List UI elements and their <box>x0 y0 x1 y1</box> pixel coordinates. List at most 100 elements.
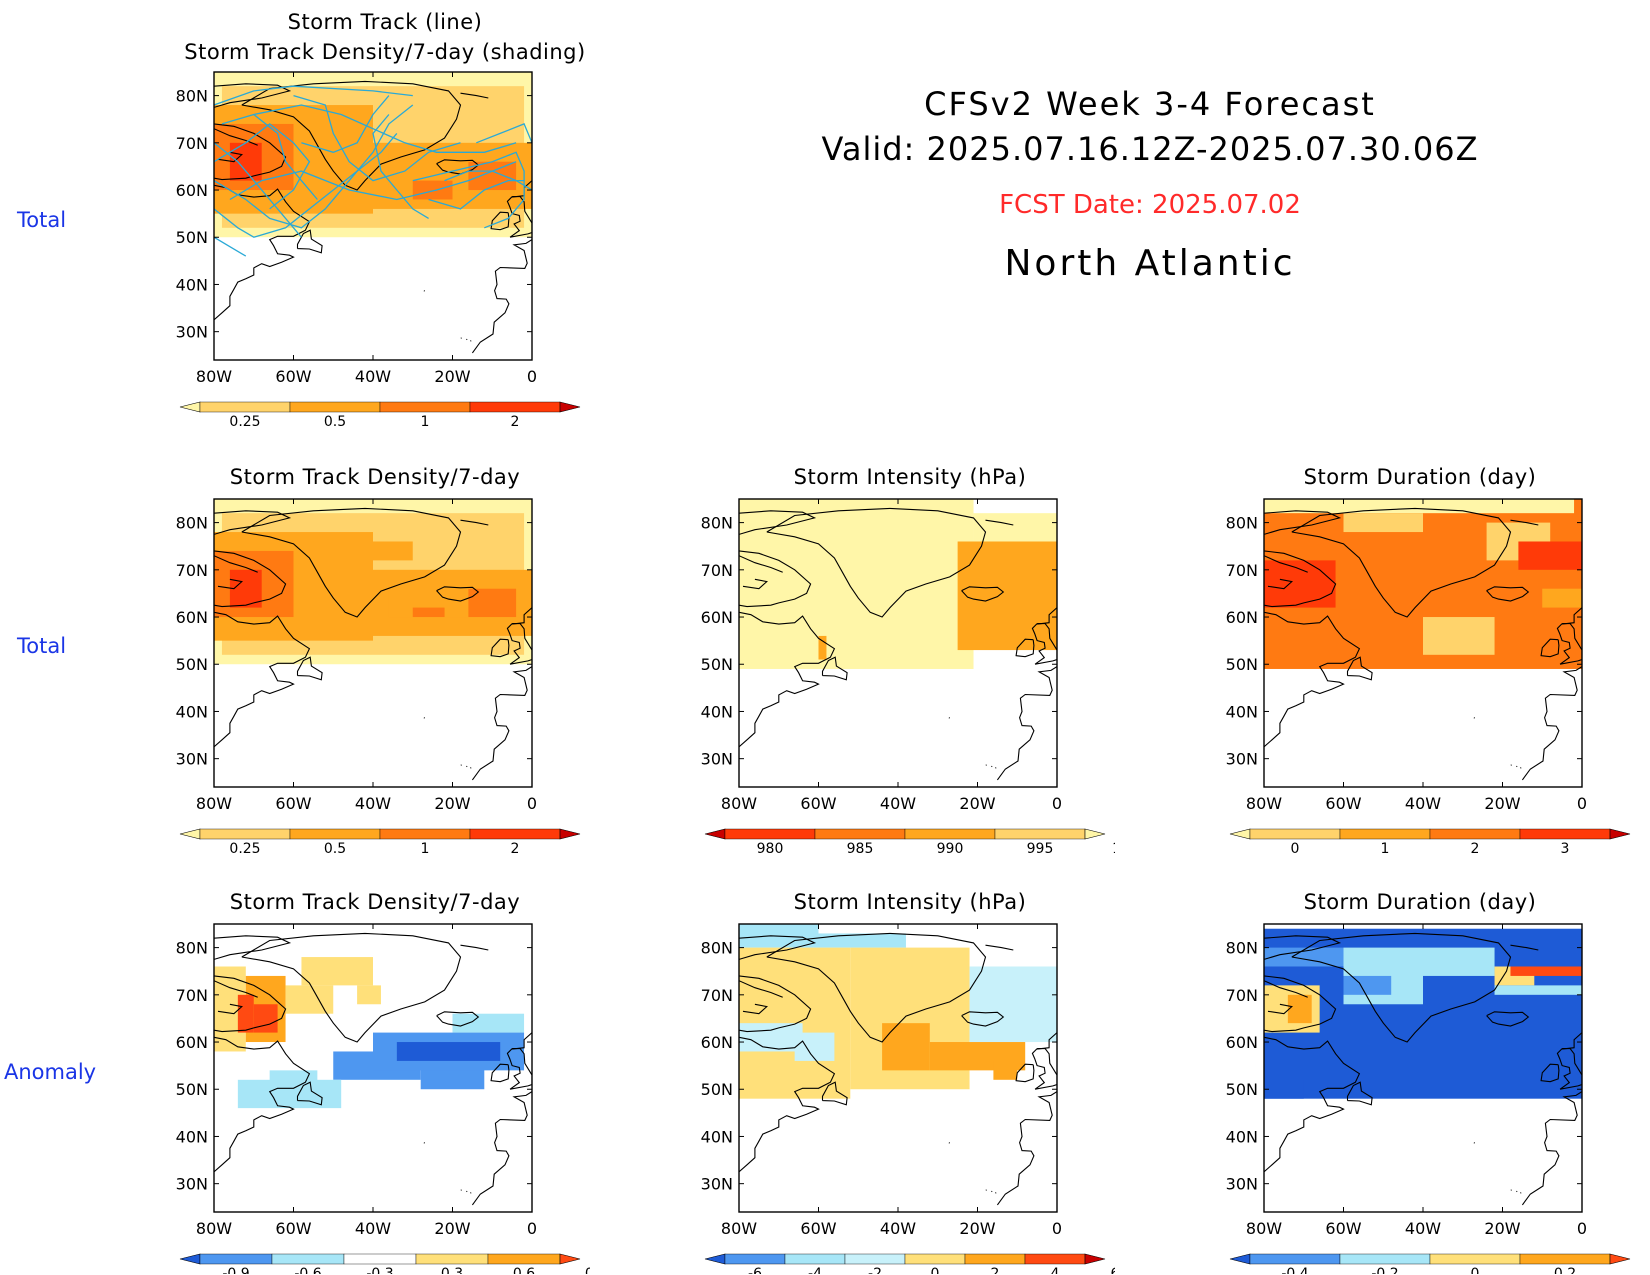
lon-tick-label: 20W <box>959 794 995 813</box>
colorbar-tick-label: 0.6 <box>513 1266 535 1274</box>
coastline <box>1015 1063 1035 1083</box>
storm-track-line <box>221 104 517 153</box>
colorbar-tick-label: 2 <box>1471 841 1480 857</box>
shade-cell <box>468 588 517 618</box>
coastline <box>217 578 243 590</box>
colorbar-segment <box>415 1253 489 1265</box>
coastline <box>991 765 993 768</box>
coastline <box>214 128 258 146</box>
coastline <box>470 340 472 342</box>
coastline <box>214 83 292 108</box>
colorbar-end <box>559 828 581 840</box>
shade-cell <box>412 180 453 200</box>
coastline <box>214 510 292 535</box>
coastline <box>1516 1190 1518 1193</box>
colorbar-segment <box>1429 828 1521 840</box>
coastline <box>436 586 480 602</box>
colorbar-segment <box>1519 1253 1611 1265</box>
colorbar-segment <box>1339 1253 1431 1265</box>
colorbar-segment <box>964 1253 1026 1265</box>
coastline <box>1264 975 1337 1033</box>
lat-tick-label: 70N <box>1226 986 1258 1005</box>
storm-track-line <box>214 123 311 210</box>
coastline <box>991 1190 993 1193</box>
lon-tick-label: 60W <box>275 794 311 813</box>
lon-tick-label: 40W <box>880 794 916 813</box>
storm-track-line <box>214 236 247 257</box>
colorbar-segment <box>379 401 471 413</box>
coastline <box>1486 1011 1530 1027</box>
coastline <box>996 1091 1057 1206</box>
lon-tick-label: 0 <box>1577 1219 1587 1238</box>
coastline <box>1346 1081 1373 1106</box>
coastline <box>1264 555 1308 573</box>
colorbar-end <box>1609 1253 1631 1265</box>
lat-tick-label: 80N <box>176 514 208 533</box>
coastline <box>985 764 987 766</box>
coastline <box>1264 550 1337 608</box>
shade-cell <box>1264 499 1575 514</box>
coastline <box>739 975 812 1033</box>
storm-track-line <box>214 104 414 229</box>
lon-tick-label: 60W <box>800 1219 836 1238</box>
colorbar-segment <box>199 401 291 413</box>
coastline <box>217 151 243 163</box>
lon-tick-label: 60W <box>275 367 311 386</box>
lat-tick-label: 70N <box>1226 561 1258 580</box>
colorbar-tick-label: 1 <box>421 841 430 857</box>
colorbar-tick-label: 0 <box>931 1266 940 1274</box>
lon-tick-label: 80W <box>196 1219 232 1238</box>
colorbar-end <box>1609 828 1631 840</box>
lon-tick-label: 20W <box>434 794 470 813</box>
storm-track-line <box>372 114 429 219</box>
colorbar-tick-label: 0 <box>1471 1266 1480 1274</box>
coastline <box>995 767 997 769</box>
lat-tick-label: 60N <box>176 1033 208 1052</box>
shade-cell <box>739 1023 803 1052</box>
lat-tick-label: 70N <box>701 986 733 1005</box>
colorbar-tick-label: 6 <box>1111 1266 1115 1274</box>
coastline <box>296 229 323 254</box>
colorbar-segment <box>1429 1253 1521 1265</box>
coastline <box>1521 666 1582 781</box>
storm-track-line <box>301 95 390 153</box>
colorbar-tick-label: 1 <box>1381 841 1390 857</box>
shade-cell <box>357 985 381 1005</box>
coastline <box>948 1142 950 1144</box>
coastline <box>460 944 489 951</box>
coastline <box>1015 638 1035 658</box>
lat-tick-label: 30N <box>176 750 208 769</box>
panel-title-intensity-total: Storm Intensity (hPa) <box>793 465 1027 489</box>
coastline <box>506 196 532 238</box>
coastline <box>296 1081 323 1106</box>
coastline <box>1473 1142 1475 1144</box>
lon-tick-label: 60W <box>1325 1219 1361 1238</box>
coastline <box>241 507 462 618</box>
lat-tick-label: 80N <box>176 87 208 106</box>
coastline <box>214 550 287 608</box>
coastline <box>214 184 311 321</box>
coastline <box>460 764 462 766</box>
lon-tick-label: 40W <box>355 367 391 386</box>
lat-tick-label: 40N <box>701 1127 733 1146</box>
coastline <box>739 980 783 998</box>
lat-tick-label: 40N <box>176 702 208 721</box>
shade-cell <box>1542 588 1582 608</box>
lon-tick-label: 60W <box>275 1219 311 1238</box>
lat-tick-label: 50N <box>176 655 208 674</box>
colorbar-tick-label: 0.3 <box>441 1266 463 1274</box>
coastline <box>214 123 287 181</box>
storm-track-line <box>444 170 532 191</box>
lat-tick-label: 70N <box>176 134 208 153</box>
coastline <box>214 980 258 998</box>
colorbar-tick-label: 0.5 <box>324 414 346 430</box>
panel-title-density-total: Storm Track Density/7-day <box>229 465 521 489</box>
coastline <box>471 1091 532 1206</box>
row-label-total-2: Total <box>17 634 67 658</box>
colorbar-segment <box>289 828 381 840</box>
panel-title-track-shading: Storm Track Density/7-day (shading) <box>184 40 586 64</box>
coastline <box>1521 1091 1582 1206</box>
colorbar-segment <box>1249 1253 1341 1265</box>
coastline <box>1520 1192 1522 1194</box>
lat-tick-label: 30N <box>176 323 208 342</box>
